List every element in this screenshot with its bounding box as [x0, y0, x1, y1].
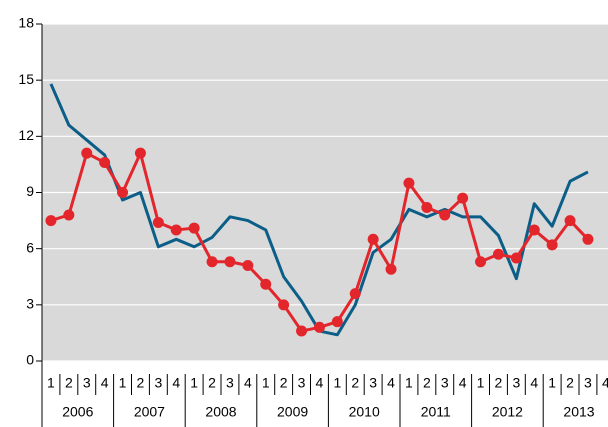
x-tick-label: 4: [244, 375, 252, 391]
series-marker: [188, 222, 200, 234]
series-marker: [457, 192, 469, 204]
series-marker: [564, 215, 576, 227]
series-marker: [63, 209, 75, 221]
series-marker: [45, 215, 57, 227]
series-marker: [421, 201, 433, 213]
series-marker: [206, 256, 218, 268]
year-label: 2008: [205, 404, 236, 420]
y-tick-label: 9: [26, 183, 34, 199]
series-marker: [117, 187, 129, 198]
year-label: 2010: [349, 404, 380, 420]
x-tick-label: 1: [477, 375, 485, 391]
x-tick-label: 4: [316, 375, 324, 391]
year-label: 2007: [134, 404, 165, 420]
x-tick-label: 4: [459, 375, 467, 391]
series-marker: [242, 260, 254, 272]
series-marker: [349, 288, 361, 300]
y-tick-label: 15: [18, 71, 34, 87]
series-marker: [582, 233, 594, 245]
x-tick-label: 2: [208, 375, 216, 391]
series-marker: [278, 299, 290, 311]
year-label: 2012: [492, 404, 523, 420]
x-tick-label: 1: [47, 375, 55, 391]
series-marker: [331, 316, 343, 328]
series-marker: [99, 157, 111, 169]
x-tick-label: 1: [548, 375, 556, 391]
x-tick-label: 1: [262, 375, 270, 391]
x-tick-label: 4: [172, 375, 180, 391]
series-marker: [313, 321, 325, 333]
year-label: 2006: [62, 404, 93, 420]
y-tick-label: 12: [18, 127, 34, 143]
series-marker: [492, 248, 504, 260]
series-marker: [510, 252, 522, 264]
x-tick-label: 4: [387, 375, 395, 391]
x-tick-label: 3: [154, 375, 162, 391]
x-tick-label: 2: [65, 375, 73, 391]
series-marker: [439, 209, 451, 221]
year-label: 2011: [421, 404, 451, 420]
series-marker: [296, 325, 308, 337]
x-tick-label: 4: [530, 375, 538, 391]
x-tick-label: 3: [298, 375, 306, 391]
series-marker: [385, 263, 397, 275]
series-marker: [367, 233, 379, 245]
x-tick-label: 2: [137, 375, 145, 391]
y-tick-label: 6: [26, 239, 34, 255]
series-marker: [260, 278, 272, 290]
series-marker: [224, 256, 236, 268]
x-tick-label: 3: [369, 375, 377, 391]
x-tick-label: 3: [226, 375, 234, 391]
series-marker: [134, 147, 146, 159]
series-marker: [403, 177, 415, 189]
year-label: 2013: [563, 404, 594, 420]
x-tick-label: 2: [351, 375, 359, 391]
y-tick-label: 18: [18, 15, 34, 31]
x-tick-label: 3: [83, 375, 91, 391]
series-marker: [546, 239, 558, 251]
x-tick-label: 1: [405, 375, 413, 391]
series-marker: [475, 256, 487, 268]
x-tick-label: 3: [584, 375, 592, 391]
series-marker: [152, 216, 164, 228]
x-tick-label: 4: [602, 375, 608, 391]
x-tick-label: 1: [190, 375, 198, 391]
x-tick-label: 2: [495, 375, 503, 391]
year-label: 2009: [277, 404, 308, 420]
series-marker: [170, 224, 182, 236]
x-tick-label: 3: [441, 375, 449, 391]
x-tick-label: 4: [101, 375, 109, 391]
x-tick-label: 3: [512, 375, 520, 391]
x-tick-label: 2: [280, 375, 288, 391]
x-tick-label: 2: [566, 375, 574, 391]
x-tick-label: 2: [423, 375, 431, 391]
x-tick-label: 1: [119, 375, 127, 391]
series-marker: [81, 147, 93, 159]
series-marker: [528, 224, 540, 236]
x-tick-label: 1: [333, 375, 341, 391]
y-tick-label: 3: [26, 296, 34, 312]
y-tick-label: 0: [26, 352, 34, 368]
